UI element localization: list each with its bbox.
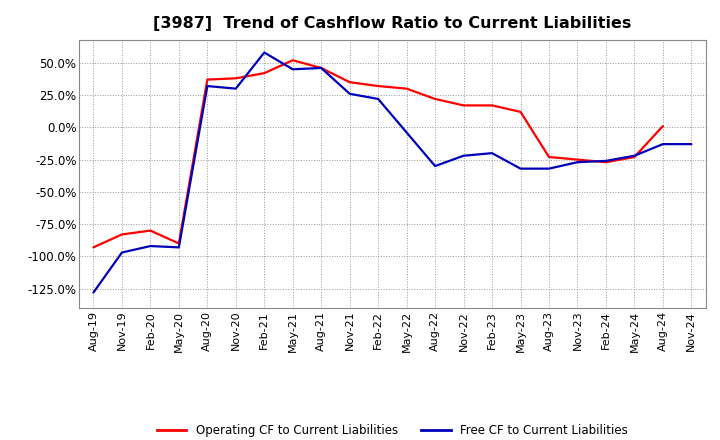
Title: [3987]  Trend of Cashflow Ratio to Current Liabilities: [3987] Trend of Cashflow Ratio to Curren… (153, 16, 631, 32)
Legend: Operating CF to Current Liabilities, Free CF to Current Liabilities: Operating CF to Current Liabilities, Fre… (152, 419, 633, 440)
